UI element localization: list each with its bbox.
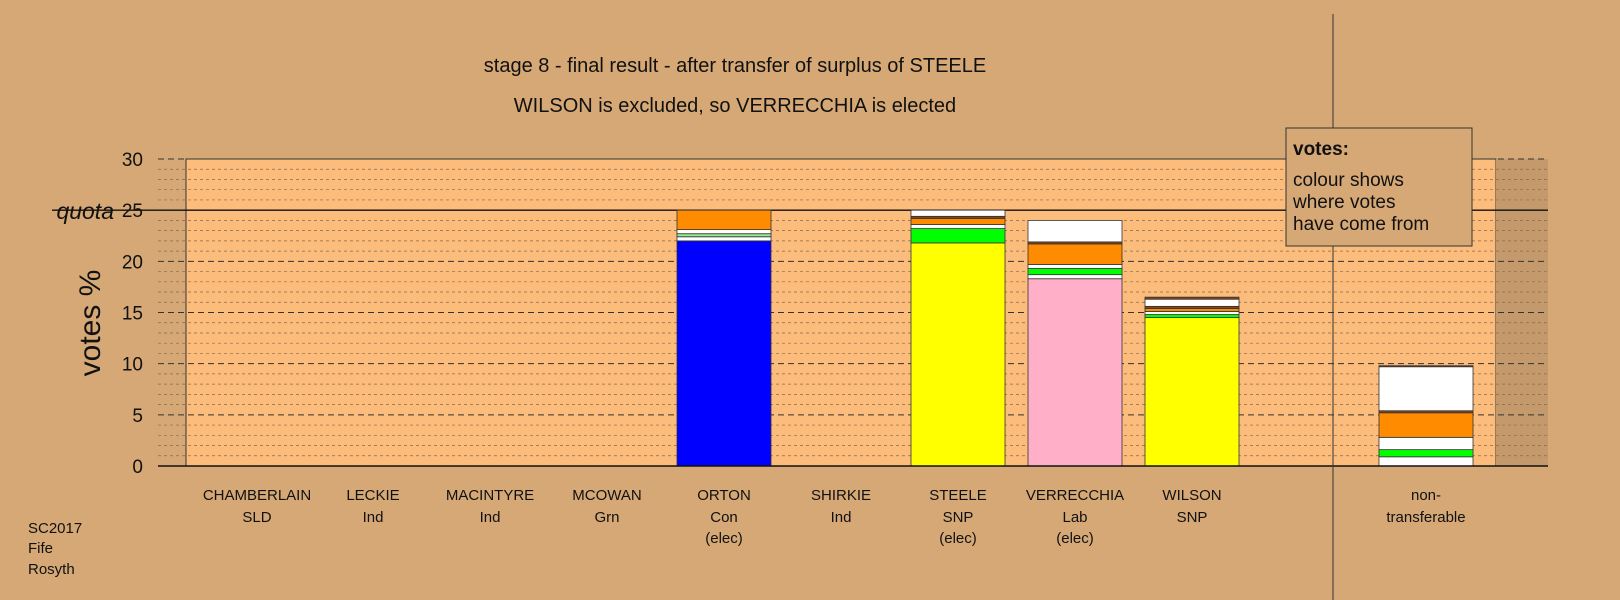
chart-subtitle: WILSON is excluded, so VERRECCHIA is ele…: [514, 95, 956, 117]
candidate-name: LECKIE: [346, 487, 399, 504]
bar-segment: [1027, 278, 1123, 467]
info-council: Fife: [28, 540, 53, 557]
candidate-status: (elec): [939, 530, 977, 547]
bar-segment: [910, 228, 1006, 244]
info-election: SC2017: [28, 520, 82, 537]
legend-line-2: where votes: [1292, 192, 1395, 213]
bar-segment: [676, 233, 772, 238]
candidate-name: CHAMBERLAIN: [203, 487, 311, 504]
candidate-name: SHIRKIE: [811, 487, 871, 504]
bar-steele: [910, 209, 1006, 467]
candidate-name: MACINTYRE: [446, 487, 534, 504]
bar-wilson: [1144, 296, 1240, 467]
info-block: SC2017 Fife Rosyth: [28, 520, 82, 578]
bar-segment: [1027, 264, 1123, 269]
bar-segment: [1027, 243, 1123, 265]
candidate-labels: CHAMBERLAIN SLD LECKIE Ind MACINTYRE Ind MCOWA…: [203, 487, 1466, 547]
quota-label: quota: [56, 198, 114, 224]
candidate-party: Con: [710, 509, 738, 526]
candidate-party: Ind: [831, 509, 852, 526]
bar-segment: [1144, 311, 1240, 315]
bar-segment: [1378, 456, 1474, 467]
bar-segment: [1144, 317, 1240, 467]
bar-segment: [1144, 314, 1240, 319]
y-tick-label: 0: [132, 457, 143, 478]
y-tick-label: 20: [122, 252, 143, 273]
candidate-status: (elec): [705, 530, 743, 547]
bar-segment: [1027, 268, 1123, 276]
legend-box: votes: colour shows where votes have com…: [1285, 127, 1473, 247]
bar-segment: [676, 209, 772, 231]
info-ward: Rosyth: [28, 561, 75, 578]
bar-segment: [910, 217, 1006, 225]
bar-segment: [1378, 366, 1474, 412]
bar-orton: [676, 209, 772, 467]
y-tick-label: 25: [122, 201, 143, 222]
legend-line-1: colour shows: [1293, 170, 1404, 191]
bar-segment: [1027, 274, 1123, 280]
candidate-name: MCOWAN: [572, 487, 641, 504]
candidate-status: (elec): [1056, 530, 1094, 547]
candidate-party: Ind: [363, 509, 384, 526]
bar-segment: [676, 229, 772, 235]
axes-group: [158, 14, 1548, 600]
bar-segment: [910, 224, 1006, 229]
candidate-party: Ind: [480, 509, 501, 526]
bar-segment: [910, 209, 1006, 217]
y-tick-label: 15: [122, 304, 143, 325]
candidate-name: STEELE: [929, 487, 987, 504]
bar-segment: [1378, 436, 1474, 451]
bar-segment: [1144, 308, 1240, 312]
candidate-party: Grn: [594, 509, 619, 526]
bar-segment: [1378, 449, 1474, 458]
chart-title: stage 8 - final result - after transfer …: [484, 55, 986, 77]
bar-segment: [1378, 365, 1474, 368]
candidate-name: ORTON: [697, 487, 751, 504]
legend-title: votes:: [1293, 139, 1349, 160]
bars-group: [676, 209, 1474, 467]
legend-line-3: have come from: [1293, 214, 1429, 235]
candidate-name: VERRECCHIA: [1026, 487, 1124, 504]
y-tick-label: 30: [122, 150, 143, 171]
bar-segment: [1027, 219, 1123, 243]
bar-segment: [1144, 298, 1240, 307]
nontransferable-label-1: non-: [1411, 487, 1441, 504]
bar-segment: [1378, 412, 1474, 438]
y-tick-label: 10: [122, 355, 143, 376]
y-tick-labels: 0 5 10 15 20 25 30: [122, 150, 143, 478]
candidate-party: SNP: [943, 509, 974, 526]
bar-segment: [910, 242, 1006, 467]
candidate-party: SNP: [1177, 509, 1208, 526]
candidate-party: SLD: [242, 509, 271, 526]
bar-segment: [1144, 296, 1240, 300]
y-tick-label: 5: [132, 406, 143, 427]
y-axis-label: votes %: [74, 270, 107, 377]
bar-nontransferable: [1378, 365, 1474, 467]
candidate-party: Lab: [1062, 509, 1087, 526]
candidate-name: WILSON: [1162, 487, 1221, 504]
bar-segment: [676, 240, 772, 467]
bar-segment: [676, 236, 772, 242]
nontransferable-label-2: transferable: [1386, 509, 1465, 526]
bar-verrecchia: [1027, 219, 1123, 467]
